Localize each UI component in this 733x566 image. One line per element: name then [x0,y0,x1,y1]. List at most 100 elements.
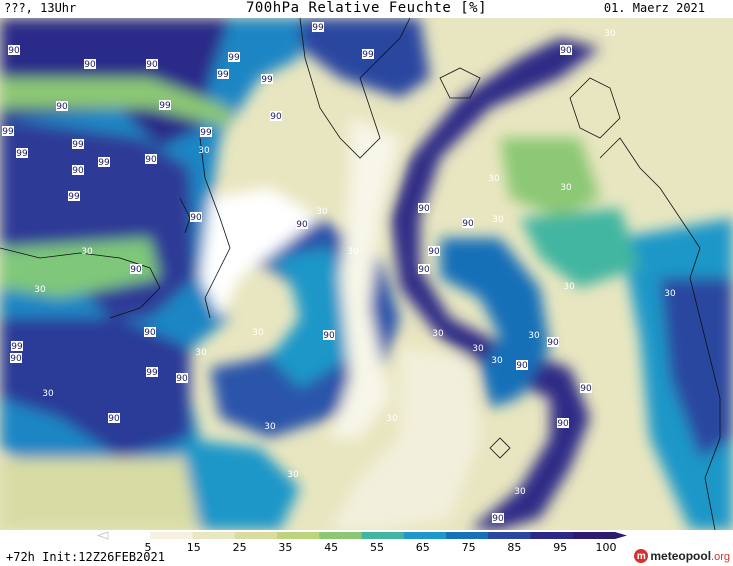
contour-label: 90 [296,220,308,230]
contour-label: 90 [560,46,572,56]
contour-label-bg [217,69,229,79]
contour-label: 90 [270,112,282,122]
logo-suffix: .org [711,551,730,563]
contour-label-bg [146,59,158,69]
contour-label: 90 [144,328,156,338]
legend-swatch [277,532,320,539]
map-title: 700hPa Relative Feuchte [%] [245,0,488,16]
chart-header: ???, 13Uhr 700hPa Relative Feuchte [%] 0… [0,0,733,18]
valid-date-label: 01. Maerz 2021 [603,1,705,15]
contour-label: 30 [664,289,676,299]
color-legend [96,531,627,540]
legend-swatch [403,532,447,539]
legend-tick-label: 100 [595,541,617,554]
contour-label: 99 [11,342,23,352]
legend-swatch [572,532,616,539]
contour-label: 99 [261,75,273,85]
contour-label: 99 [200,128,212,138]
contour-label-bg [146,367,158,377]
contour-label-bg [557,418,569,428]
contour-label: 99 [72,140,84,150]
contour-label: 30 [491,356,503,366]
contour-label: 30 [528,331,540,341]
contour-label: 90 [547,338,559,348]
contour-label: 99 [228,53,240,63]
contour-label: 90 [72,166,84,176]
legend-tick-label: 15 [186,541,201,554]
contour-label: 99 [2,127,14,137]
legend-arrow [615,532,627,539]
contour-label-bg [547,337,559,347]
contour-label: 30 [514,487,526,497]
contour-label: 90 [557,419,569,429]
contour-label: 99 [312,23,324,33]
contour-label: 99 [217,70,229,80]
meteopool-logo[interactable]: m meteopool.org [634,548,730,564]
contour-label-bg [144,327,156,337]
contour-label-bg [108,413,120,423]
contour-label: 90 [108,414,120,424]
contour-label-bg [10,353,22,363]
contour-label-bg [270,111,282,121]
contour-label-bg [176,373,188,383]
contour-label: 90 [492,514,504,524]
contour-label: 90 [190,213,202,223]
contour-label: 30 [252,328,264,338]
contour-label-bg [72,139,84,149]
contour-label-bg [492,513,504,523]
contour-label: 30 [316,207,328,217]
contour-label: 90 [10,354,22,364]
legend-swatch [488,532,531,539]
forecast-run-label: +72h Init:12Z26FEB2021 [6,550,165,564]
contour-label-bg [84,59,96,69]
contour-label-bg [516,360,528,370]
contour-label: 30 [563,282,575,292]
contour-label: 90 [8,46,20,56]
contour-label: 30 [195,348,207,358]
legend-swatch [234,532,278,539]
contour-label: 90 [418,265,430,275]
contour-label-bg [130,264,142,274]
legend-tick-label: 55 [370,541,384,554]
contour-label: 99 [362,50,374,60]
contour-label-bg [200,127,212,137]
humidity-field [0,18,733,530]
logo-name: meteopool [650,549,712,563]
contour-label-bg [418,203,430,213]
contour-label-bg [362,49,374,59]
contour-label-bg [68,191,80,201]
chart-footer: 5 15 25 35 45 55 65 75 85 95 100 +72h Init:12Z26FE… [0,530,733,566]
contour-label: 30 [198,146,210,156]
contour-label: 90 [145,155,157,165]
contour-label-bg [418,264,430,274]
contour-label: 30 [492,215,504,225]
contour-label: 30 [264,422,276,432]
contour-label: 90 [418,204,430,214]
contour-label-bg [2,126,14,136]
contour-label: 90 [462,219,474,229]
contour-label: 90 [56,102,68,112]
contour-label: 30 [488,174,500,184]
contour-label: 90 [84,60,96,70]
contour-label-bg [8,45,20,55]
contour-label: 90 [176,374,188,384]
contour-label-bg [580,383,592,393]
contour-label-bg [145,154,157,164]
legend-tick-label: 65 [415,541,430,554]
logo-icon: m [634,549,649,563]
contour-label: 90 [580,384,592,394]
legend-swatch [319,532,362,539]
legend-tick-label: 5 [144,541,152,554]
legend-swatch [446,532,489,539]
contour-label: 30 [560,183,572,193]
legend-tick-label: 35 [278,541,293,554]
contour-label-bg [296,219,308,229]
contour-label-bg [11,341,23,351]
contour-label: 30 [42,389,54,399]
legend-tick-label: 95 [553,541,568,554]
humidity-map: 90 99 90 99 99 90 99 99 90 99 90 99 99 99 90 99 30 90 99 99… [0,18,733,530]
contour-label-bg [56,101,68,111]
legend-swatch [108,532,151,539]
contour-label: 90 [146,60,158,70]
contour-label: 90 [516,361,528,371]
